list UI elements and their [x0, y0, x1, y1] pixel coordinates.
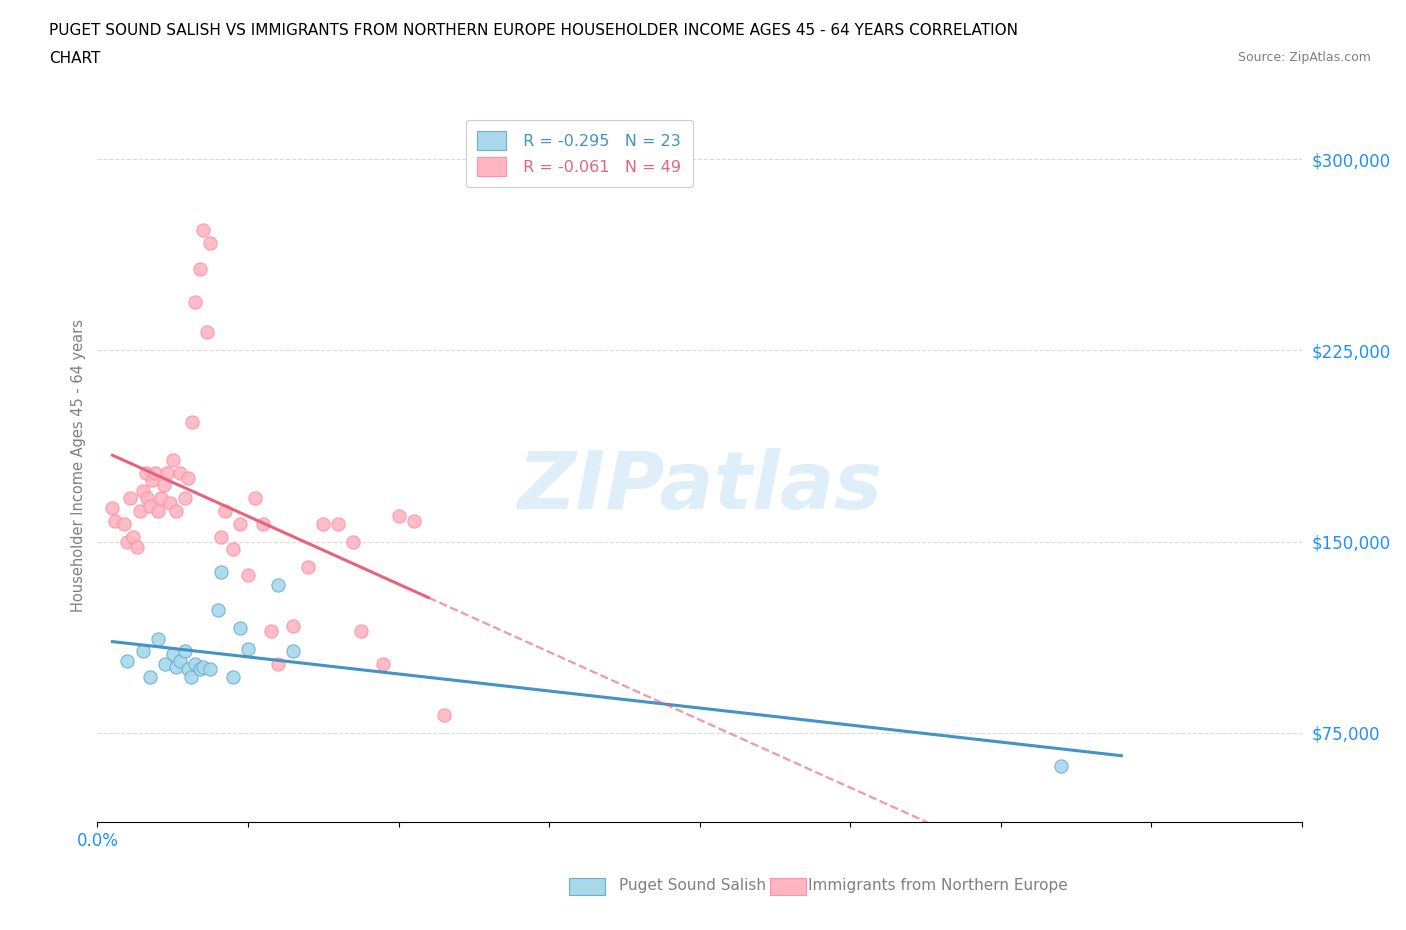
Point [200, 662, 222, 677]
Point [139, 670, 162, 684]
Point [159, 496, 181, 511]
Point [342, 534, 364, 549]
Point [146, 503, 169, 518]
Point [229, 516, 252, 531]
Point [135, 465, 157, 480]
Point [200, 235, 222, 250]
Point [191, 223, 214, 238]
Text: CHART: CHART [49, 51, 101, 66]
Point [122, 529, 145, 544]
Text: Source: ZipAtlas.com: Source: ZipAtlas.com [1237, 51, 1371, 64]
Point [165, 659, 187, 674]
Point [143, 465, 166, 480]
Point [149, 491, 172, 506]
Point [207, 603, 229, 618]
Point [136, 491, 159, 506]
Point [229, 621, 252, 636]
Point [350, 623, 373, 638]
Point [312, 516, 335, 531]
Point [169, 654, 191, 669]
Point [131, 644, 153, 658]
Point [169, 465, 191, 480]
Point [165, 503, 187, 518]
Point [402, 513, 425, 528]
Point [177, 471, 200, 485]
Point [209, 565, 232, 579]
Point [281, 618, 304, 633]
Point [117, 654, 139, 669]
Point [387, 509, 409, 524]
Point [120, 491, 142, 506]
Point [236, 642, 259, 657]
Point [146, 631, 169, 646]
Point [180, 670, 202, 684]
Point [328, 516, 350, 531]
Point [222, 542, 245, 557]
Legend:  R = -0.295   N = 23,  R = -0.061   N = 49: R = -0.295 N = 23, R = -0.061 N = 49 [465, 120, 693, 187]
Point [128, 503, 150, 518]
Point [236, 567, 259, 582]
Point [153, 657, 176, 671]
Point [267, 578, 290, 592]
Text: ZIPatlas: ZIPatlas [517, 447, 882, 525]
Point [188, 261, 211, 276]
Text: PUGET SOUND SALISH VS IMMIGRANTS FROM NORTHERN EUROPE HOUSEHOLDER INCOME AGES 45: PUGET SOUND SALISH VS IMMIGRANTS FROM NO… [49, 23, 1018, 38]
Text: Puget Sound Salish: Puget Sound Salish [619, 878, 766, 893]
Y-axis label: Householder Income Ages 45 - 64 years: Householder Income Ages 45 - 64 years [72, 319, 86, 612]
Point [117, 534, 139, 549]
Point [188, 662, 211, 677]
Point [177, 662, 200, 677]
Point [173, 491, 195, 506]
Point [191, 659, 214, 674]
Point [433, 708, 456, 723]
Point [139, 498, 162, 513]
Point [297, 560, 319, 575]
Point [152, 478, 174, 493]
Point [252, 516, 274, 531]
Point [214, 503, 236, 518]
Point [104, 513, 127, 528]
Point [184, 295, 207, 310]
Point [373, 657, 395, 671]
Point [209, 529, 232, 544]
Point [162, 646, 184, 661]
Text: Immigrants from Northern Europe: Immigrants from Northern Europe [808, 878, 1069, 893]
Point [156, 465, 179, 480]
Point [1050, 759, 1073, 774]
Point [131, 484, 153, 498]
Point [101, 501, 124, 516]
Point [245, 491, 267, 506]
Point [181, 414, 204, 429]
Point [267, 657, 290, 671]
Point [259, 623, 281, 638]
Point [162, 453, 184, 468]
Point [114, 516, 136, 531]
Point [141, 473, 163, 488]
Point [281, 644, 304, 658]
Point [173, 644, 195, 658]
Point [195, 325, 218, 339]
Point [125, 539, 148, 554]
Point [184, 657, 207, 671]
Point [222, 670, 245, 684]
